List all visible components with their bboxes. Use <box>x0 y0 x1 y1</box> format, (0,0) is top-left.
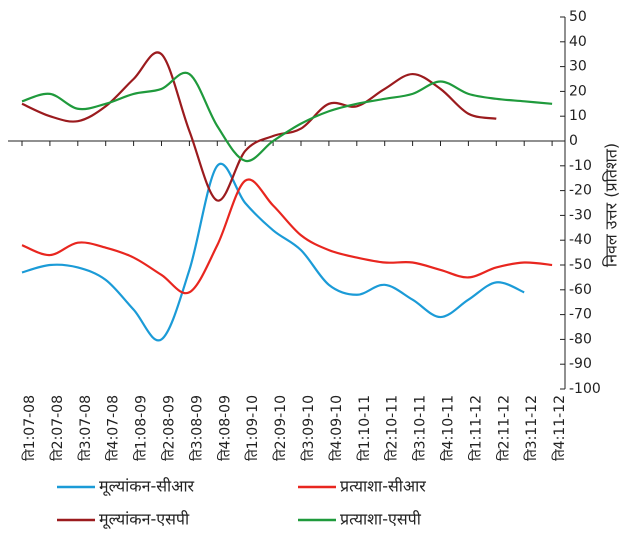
x-tick-label: ति1:11-12 <box>467 395 484 461</box>
y-tick-label: 40 <box>569 34 587 50</box>
y-tick-label: -50 <box>569 257 592 273</box>
x-tick-label: ति4:09-10 <box>328 395 345 461</box>
x-tick-label: ति1:10-11 <box>356 395 373 461</box>
x-tick-label: ति2:07-08 <box>49 395 66 461</box>
y-tick-label: -80 <box>569 331 592 347</box>
y-tick-label: 50 <box>569 9 587 25</box>
y-tick-label: -20 <box>569 183 592 199</box>
series-line <box>21 51 497 202</box>
y-tick-label: -30 <box>569 207 592 223</box>
y-axis-label: निवल उत्तर (प्रतिशत) <box>602 143 621 267</box>
x-tick-label: ति2:09-10 <box>272 395 289 461</box>
x-tick-label: ति3:11-12 <box>523 395 540 461</box>
series-line <box>21 71 553 163</box>
x-tick-label: ति1:08-09 <box>133 395 150 461</box>
y-tick-label: -60 <box>569 282 592 298</box>
y-tick-label: -90 <box>569 356 592 372</box>
x-tick-label: ति4:10-11 <box>440 395 457 461</box>
y-tick-label: -70 <box>569 307 592 323</box>
x-tick-label: ति2:08-09 <box>161 395 178 461</box>
x-tick-label: ति4:07-08 <box>105 395 122 461</box>
y-tick-label: 10 <box>569 108 587 124</box>
legend-label: प्रत्याशा-एसपी <box>340 510 422 529</box>
legend-label: मूल्यांकन-सीआर <box>99 477 195 497</box>
x-tick-label: ति3:09-10 <box>300 395 317 461</box>
legend-label: मूल्यांकन-एसपी <box>99 510 190 530</box>
x-tick-label: ति2:11-12 <box>495 395 512 461</box>
x-tick-label: ति2:10-11 <box>384 395 401 461</box>
series-line <box>21 162 525 342</box>
x-tick-label: ति3:07-08 <box>77 395 94 461</box>
y-tick-label: 30 <box>569 59 587 75</box>
x-tick-label: ति3:10-11 <box>412 395 429 461</box>
y-tick-label: -100 <box>569 381 601 397</box>
x-tick-label: ति1:09-10 <box>244 395 261 461</box>
series-line <box>21 178 553 295</box>
y-tick-label: 20 <box>569 83 587 99</box>
legend-label: प्रत्याशा-सीआर <box>340 477 426 496</box>
x-tick-label: ति3:08-09 <box>188 395 205 461</box>
y-tick-label: -40 <box>569 232 592 248</box>
y-tick-label: 0 <box>569 133 578 149</box>
x-tick-label: ति4:11-12 <box>551 395 568 461</box>
x-tick-label: ति4:08-09 <box>216 395 233 461</box>
y-tick-label: -10 <box>569 158 592 174</box>
x-tick-label: ति1:07-08 <box>21 395 38 461</box>
